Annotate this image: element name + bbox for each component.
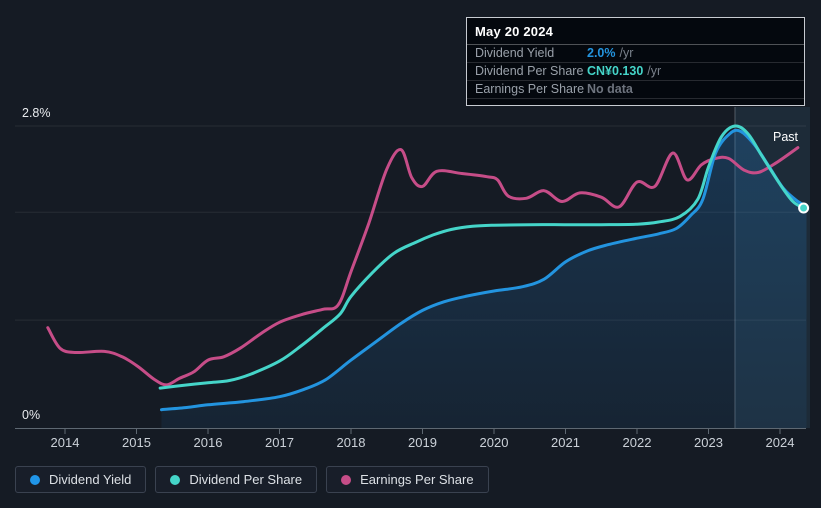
tooltip-date: May 20 2024 — [467, 18, 804, 45]
x-tick-label: 2022 — [623, 435, 652, 450]
series-end-dot — [798, 202, 810, 214]
x-tick-label: 2016 — [194, 435, 223, 450]
tooltip-value: CN¥0.130 — [587, 64, 644, 78]
earnings-per-share-dot-icon — [341, 474, 352, 485]
tooltip-label: Dividend Per Share — [475, 64, 584, 78]
legend-item-dividend-per-share[interactable]: Dividend Per Share — [155, 466, 318, 493]
tooltip-row-earnings-per-share: Earnings Per Share No data — [467, 81, 804, 99]
past-label: Past — [773, 130, 799, 144]
x-tick-label: 2019 — [408, 435, 437, 450]
legend-item-dividend-yield[interactable]: Dividend Yield — [15, 466, 147, 493]
x-tick-label: 2017 — [265, 435, 294, 450]
x-tick-label: 2014 — [51, 435, 80, 450]
legend-item-earnings-per-share[interactable]: Earnings Per Share — [326, 466, 489, 493]
dividend-yield-dot-icon — [30, 474, 40, 485]
tooltip-unit: /yr — [647, 64, 662, 78]
dividend-yield-area — [161, 130, 807, 429]
legend-label: Earnings Per Share — [360, 472, 474, 487]
legend-label: Dividend Per Share — [189, 472, 303, 487]
chart-tooltip: May 20 2024 Dividend Yield 2.0% /yr Divi… — [466, 17, 805, 106]
dividend-yield-line — [160, 128, 808, 412]
legend-label: Dividend Yield — [49, 472, 132, 487]
x-tick-label: 2021 — [551, 435, 580, 450]
tooltip-row-dividend-yield: Dividend Yield 2.0% /yr — [467, 45, 804, 63]
x-tick-label: 2015 — [122, 435, 151, 450]
x-tick-label: 2024 — [766, 435, 795, 450]
tooltip-value: 2.0% — [587, 46, 616, 60]
tooltip-row-dividend-per-share: Dividend Per Share CN¥0.130 /yr — [467, 63, 804, 81]
tooltip-label: Dividend Yield — [475, 46, 555, 60]
tooltip-value: No data — [587, 82, 633, 96]
earnings-per-share-line — [46, 146, 800, 387]
x-tick-label: 2020 — [480, 435, 509, 450]
y-axis-label: 2.8% — [22, 106, 51, 120]
tooltip-unit: /yr — [619, 46, 634, 60]
tooltip-label: Earnings Per Share — [475, 82, 585, 96]
dividend-per-share-line — [158, 124, 806, 390]
x-tick-label: 2023 — [694, 435, 723, 450]
chart-legend: Dividend Yield Dividend Per Share Earnin… — [15, 466, 489, 493]
x-tick-label: 2018 — [337, 435, 366, 450]
y-axis-label: 0% — [22, 408, 40, 422]
dividend-per-share-dot-icon — [170, 474, 181, 485]
